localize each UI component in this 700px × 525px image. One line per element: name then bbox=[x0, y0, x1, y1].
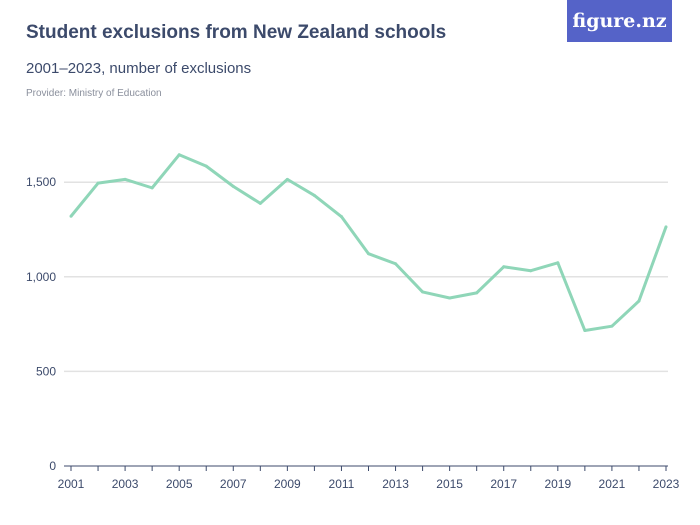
data-point bbox=[96, 181, 100, 185]
y-tick-label: 1,000 bbox=[26, 270, 56, 284]
y-tick-label: 0 bbox=[49, 459, 56, 473]
data-point bbox=[258, 201, 262, 205]
y-tick-label: 500 bbox=[36, 364, 56, 378]
data-point bbox=[394, 262, 398, 266]
data-point bbox=[421, 290, 425, 294]
x-tick-label: 2007 bbox=[220, 477, 247, 491]
data-point bbox=[556, 261, 560, 265]
data-point bbox=[475, 291, 479, 295]
x-tick-label: 2019 bbox=[544, 477, 571, 491]
series-line bbox=[69, 153, 668, 333]
chart-title: Student exclusions from New Zealand scho… bbox=[26, 22, 447, 43]
data-point bbox=[177, 153, 181, 157]
data-point bbox=[583, 329, 587, 333]
provider-label: Provider: Ministry of Education bbox=[26, 88, 162, 99]
x-tick-label: 2001 bbox=[58, 477, 85, 491]
x-tick-label: 2015 bbox=[436, 477, 463, 491]
data-point bbox=[312, 193, 316, 197]
data-point bbox=[204, 164, 208, 168]
data-point bbox=[285, 177, 289, 181]
x-tick-label: 2023 bbox=[653, 477, 680, 491]
data-point bbox=[367, 252, 370, 256]
data-point bbox=[637, 299, 641, 303]
x-tick-label: 2005 bbox=[166, 477, 193, 491]
data-point bbox=[339, 215, 343, 219]
data-point bbox=[448, 296, 452, 300]
data-point bbox=[150, 186, 154, 190]
x-tick-label: 2017 bbox=[490, 477, 517, 491]
data-point bbox=[664, 225, 668, 229]
y-tick-label: 1,500 bbox=[26, 175, 56, 189]
x-tick-label: 2003 bbox=[112, 477, 139, 491]
x-tick-label: 2013 bbox=[382, 477, 409, 491]
data-point bbox=[69, 214, 73, 218]
data-point bbox=[123, 177, 127, 181]
chart-subtitle: 2001–2023, number of exclusions bbox=[26, 60, 252, 77]
figure-nz-logo[interactable]: figure.nz bbox=[567, 0, 672, 42]
data-point bbox=[502, 265, 506, 269]
data-point bbox=[610, 324, 614, 328]
data-point bbox=[529, 269, 533, 273]
x-tick-label: 2009 bbox=[274, 477, 301, 491]
x-tick-label: 2011 bbox=[329, 477, 355, 491]
data-point bbox=[231, 184, 235, 188]
x-tick-label: 2021 bbox=[599, 477, 626, 491]
